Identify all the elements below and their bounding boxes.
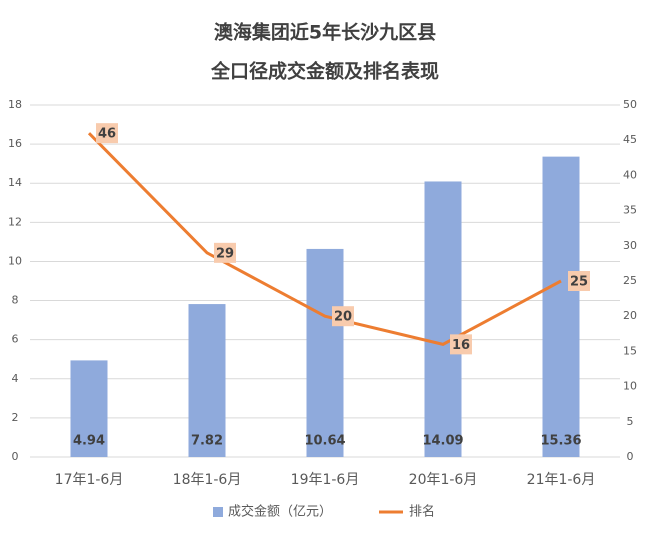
y2-tick-label: 25 [623, 274, 637, 287]
x-tick-label: 18年1-6月 [173, 472, 242, 488]
chart-title: 澳海集团近5年长沙九区县 [214, 21, 436, 44]
bar [542, 156, 580, 458]
legend-label: 成交金额（亿元） [228, 504, 332, 520]
y2-tick-label: 35 [623, 204, 637, 217]
y-tick-label: 14 [8, 176, 22, 189]
x-tick-label: 17年1-6月 [55, 472, 124, 488]
bar [70, 360, 108, 457]
data-label: 7.82 [191, 434, 223, 449]
y-tick-label: 2 [12, 411, 19, 424]
y2-tick-label: 5 [627, 415, 634, 428]
y2-tick-label: 0 [627, 450, 634, 463]
y-tick-label: 10 [8, 254, 22, 267]
legend-swatch [213, 507, 223, 517]
chart-title: 全口径成交金额及排名表现 [210, 60, 439, 83]
data-label: 10.64 [304, 434, 345, 449]
data-label-box [214, 242, 236, 263]
y-tick-label: 18 [8, 98, 22, 111]
y-tick-label: 8 [12, 294, 19, 307]
data-label-box [96, 123, 118, 144]
bar [306, 248, 344, 457]
bar [424, 181, 462, 457]
data-label: 14.09 [422, 434, 463, 449]
line [87, 132, 562, 346]
x-tick-label: 20年1-6月 [409, 472, 478, 488]
data-label: 4.94 [73, 434, 105, 449]
x-tick-label: 21年1-6月 [527, 472, 596, 488]
x-tick-label: 19年1-6月 [291, 472, 360, 488]
y-tick-label: 4 [12, 372, 19, 385]
y2-tick-label: 50 [623, 98, 637, 111]
y-tick-label: 6 [12, 333, 19, 346]
y2-tick-label: 45 [623, 133, 637, 146]
data-label: 46 [98, 127, 116, 142]
data-label: 15.36 [540, 434, 581, 449]
y2-tick-label: 15 [623, 344, 637, 357]
data-label: 25 [570, 275, 588, 290]
data-label-box [332, 306, 354, 327]
data-label: 20 [334, 310, 352, 325]
y2-tick-label: 30 [623, 239, 637, 252]
bar [188, 304, 226, 457]
legend-label: 排名 [409, 504, 435, 520]
y-tick-label: 12 [8, 215, 22, 228]
y-tick-label: 16 [8, 137, 22, 150]
y2-tick-label: 40 [623, 168, 637, 181]
y-tick-label: 0 [12, 450, 19, 463]
data-label-box [450, 334, 472, 355]
data-label: 16 [452, 338, 470, 353]
y2-tick-label: 20 [623, 309, 637, 322]
data-label: 29 [216, 246, 234, 261]
data-label-box [568, 271, 590, 291]
y2-tick-label: 10 [623, 380, 637, 393]
